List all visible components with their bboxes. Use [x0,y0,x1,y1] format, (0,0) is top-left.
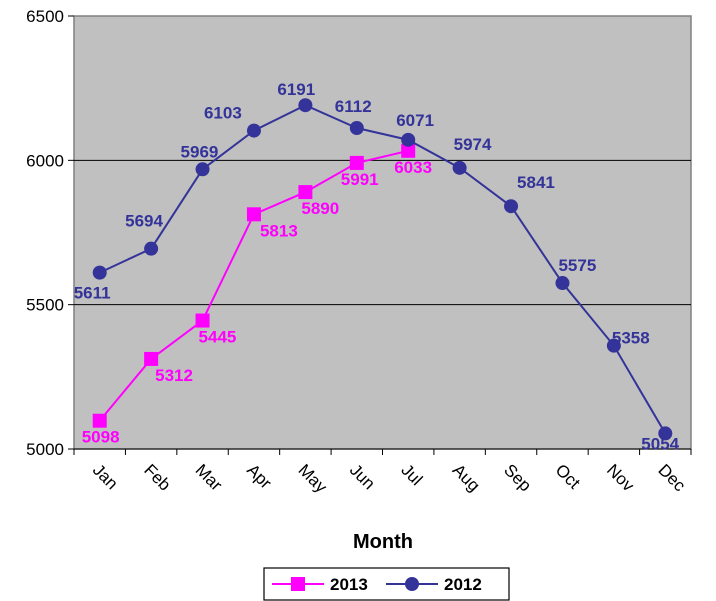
data-point-2013 [350,156,364,170]
data-point-2012 [298,98,312,112]
data-label-2012: 5575 [558,256,596,275]
y-tick-label: 5000 [26,440,64,459]
data-label-2013: 5098 [82,428,120,447]
y-tick-label: 5500 [26,296,64,315]
data-point-2012 [196,162,210,176]
x-tick-label: Feb [140,460,174,494]
legend-label-2013: 2013 [330,575,368,594]
x-tick-label: Jan [89,460,122,493]
data-label-2012: 5694 [125,212,163,231]
legend-label-2012: 2012 [444,575,482,594]
data-label-2012: 5611 [74,284,111,303]
data-point-2013 [247,207,261,221]
data-point-2012 [504,199,518,213]
x-tick-label: Sep [500,460,535,495]
y-tick-label: 6500 [26,7,64,26]
data-label-2012: 5974 [454,135,492,154]
x-tick-label: Jul [397,460,426,489]
data-label-2012: 6191 [277,80,315,99]
data-point-2012 [453,161,467,175]
data-point-2013 [298,185,312,199]
data-label-2012: 6071 [396,111,434,130]
data-label-2013: 5813 [260,221,298,240]
data-label-2013: 5445 [199,328,237,347]
data-label-2012: 5969 [181,142,219,161]
x-tick-label: Dec [654,460,689,495]
data-label-2012: 6112 [335,97,372,116]
y-tick-label: 6000 [26,151,64,170]
data-label-2012: 5358 [612,329,650,348]
data-label-2012: 5054 [641,434,679,453]
data-point-2013 [144,352,158,366]
data-point-2012 [555,276,569,290]
x-tick-label: May [295,460,331,496]
legend: 2013 2012 [264,568,509,600]
data-point-2013 [196,314,210,328]
legend-marker-2013 [291,577,305,591]
data-point-2012 [93,266,107,280]
data-label-2013: 5890 [301,199,339,218]
x-tick-label: Jun [346,460,379,493]
x-tick-label: Apr [243,460,275,492]
x-axis-title: Month [353,531,413,553]
data-point-2013 [93,414,107,428]
x-tick-label: Oct [552,460,584,492]
data-point-2012 [247,124,261,138]
x-tick-label: Mar [192,460,226,494]
x-tick-label: Aug [449,460,484,495]
data-point-2012 [401,133,415,147]
data-label-2013: 5312 [155,366,193,385]
data-point-2012 [350,121,364,135]
x-tick-label: Nov [603,460,638,495]
data-point-2012 [144,242,158,256]
data-label-2012: 6103 [204,104,242,123]
data-label-2013: 5991 [341,170,379,189]
x-axis: Jan Feb Mar Apr May Jun Jul Aug Sep Oct Nov Dec [74,449,691,497]
legend-marker-2012 [405,577,419,591]
data-label-2013: 6033 [394,158,432,177]
y-axis: 5000 5500 6000 6500 [26,7,74,459]
data-label-2012: 5841 [517,173,555,192]
